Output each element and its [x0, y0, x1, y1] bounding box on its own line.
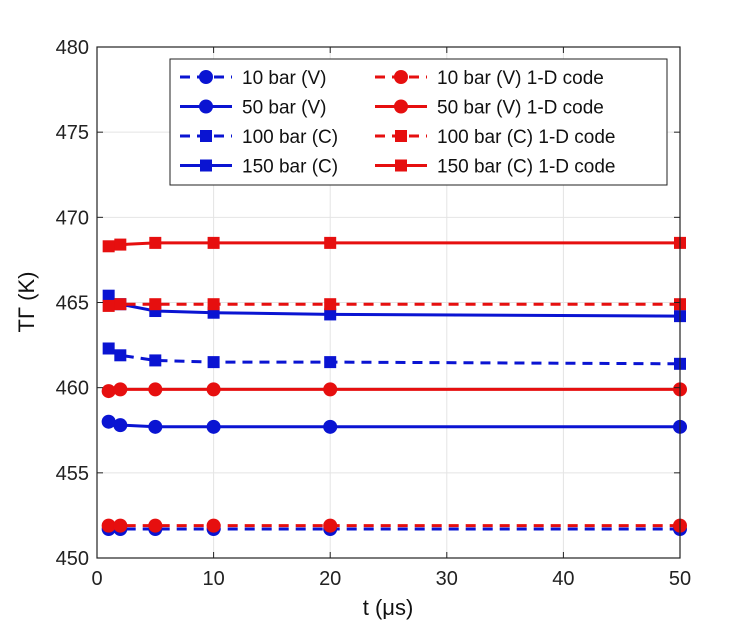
legend-marker — [200, 130, 212, 142]
x-tick-label: 50 — [669, 568, 691, 590]
data-point — [148, 419, 163, 434]
data-point — [323, 382, 338, 397]
data-point — [149, 236, 162, 249]
data-point — [101, 414, 116, 429]
x-tick-label: 40 — [552, 568, 574, 590]
data-point — [102, 342, 115, 355]
legend-entry: 100 bar (C) 1-D code — [375, 127, 615, 148]
data-point — [207, 298, 220, 311]
data-point — [101, 518, 116, 533]
data-point — [324, 308, 337, 321]
legend-entry: 50 bar (V) 1-D code — [375, 98, 604, 119]
legend-label: 150 bar (C) 1-D code — [437, 157, 615, 178]
data-point — [113, 382, 128, 397]
data-point — [207, 236, 220, 249]
series-1 — [101, 414, 687, 434]
data-point — [206, 419, 221, 434]
y-tick-label: 465 — [56, 293, 89, 315]
data-point — [323, 518, 338, 533]
legend-marker — [199, 99, 213, 114]
legend-entry: 150 bar (C) — [180, 157, 338, 178]
legend-marker — [199, 70, 213, 84]
legend-marker — [395, 130, 407, 142]
legend-entry: 150 bar (C) 1-D code — [375, 157, 615, 178]
series-4 — [101, 518, 687, 533]
legend-label: 10 bar (V) 1-D code — [437, 68, 604, 89]
data-point — [323, 419, 338, 434]
data-point — [114, 298, 127, 311]
data-point — [324, 298, 337, 311]
legend-marker — [200, 159, 212, 172]
data-point — [102, 299, 115, 312]
legend-entry: 10 bar (V) 1-D code — [375, 68, 604, 89]
data-point — [113, 418, 128, 433]
y-tick-label: 455 — [56, 463, 89, 485]
y-axis-title: TΓ (K) — [14, 272, 39, 333]
data-point — [206, 382, 221, 397]
y-tick-label: 460 — [56, 378, 89, 400]
y-tick-label: 480 — [56, 37, 89, 59]
x-tick-label: 20 — [319, 568, 341, 590]
y-tick-label: 470 — [56, 207, 89, 229]
x-axis-title: t (μs) — [363, 595, 414, 620]
data-point — [148, 382, 163, 397]
data-point — [207, 356, 220, 369]
data-point — [114, 349, 127, 362]
legend-entry: 100 bar (C) — [180, 127, 338, 148]
x-tick-label: 30 — [436, 568, 458, 590]
data-point — [114, 238, 127, 251]
series-7 — [102, 236, 686, 253]
x-tick-label: 10 — [202, 568, 224, 590]
data-point — [206, 518, 221, 533]
data-point — [113, 518, 128, 533]
data-point — [324, 356, 337, 369]
series-layer — [101, 236, 687, 537]
series-line — [107, 347, 681, 366]
data-point — [101, 384, 116, 399]
data-point — [148, 518, 163, 533]
legend-entry: 10 bar (V) — [180, 68, 326, 89]
legend-marker — [394, 99, 408, 114]
data-point — [102, 289, 115, 302]
ticks: 0 10 20 30 40 50 450 455 460 465 470 475 480 — [56, 37, 692, 590]
legend-marker — [394, 70, 408, 84]
series-5 — [101, 382, 687, 399]
legend-label: 100 bar (C) 1-D code — [437, 127, 615, 148]
legend: 10 bar (V) 50 bar (V) 100 bar (C) 150 bar (… — [169, 58, 668, 186]
legend-entry: 50 bar (V) — [180, 98, 326, 119]
series-line — [108, 387, 680, 393]
x-tick-label: 0 — [91, 568, 102, 590]
data-point — [324, 236, 337, 249]
y-tick-label: 475 — [56, 122, 89, 144]
legend-label: 100 bar (C) — [242, 127, 338, 148]
legend-label: 50 bar (V) 1-D code — [437, 98, 604, 119]
data-point — [102, 240, 115, 253]
data-point — [149, 354, 162, 367]
legend-label: 10 bar (V) — [242, 68, 326, 89]
y-tick-label: 450 — [56, 548, 89, 570]
legend-marker — [395, 159, 407, 172]
series-6 — [102, 298, 686, 312]
legend-label: 150 bar (C) — [242, 157, 338, 178]
data-point — [149, 298, 162, 311]
legend-label: 50 bar (V) — [242, 98, 326, 119]
